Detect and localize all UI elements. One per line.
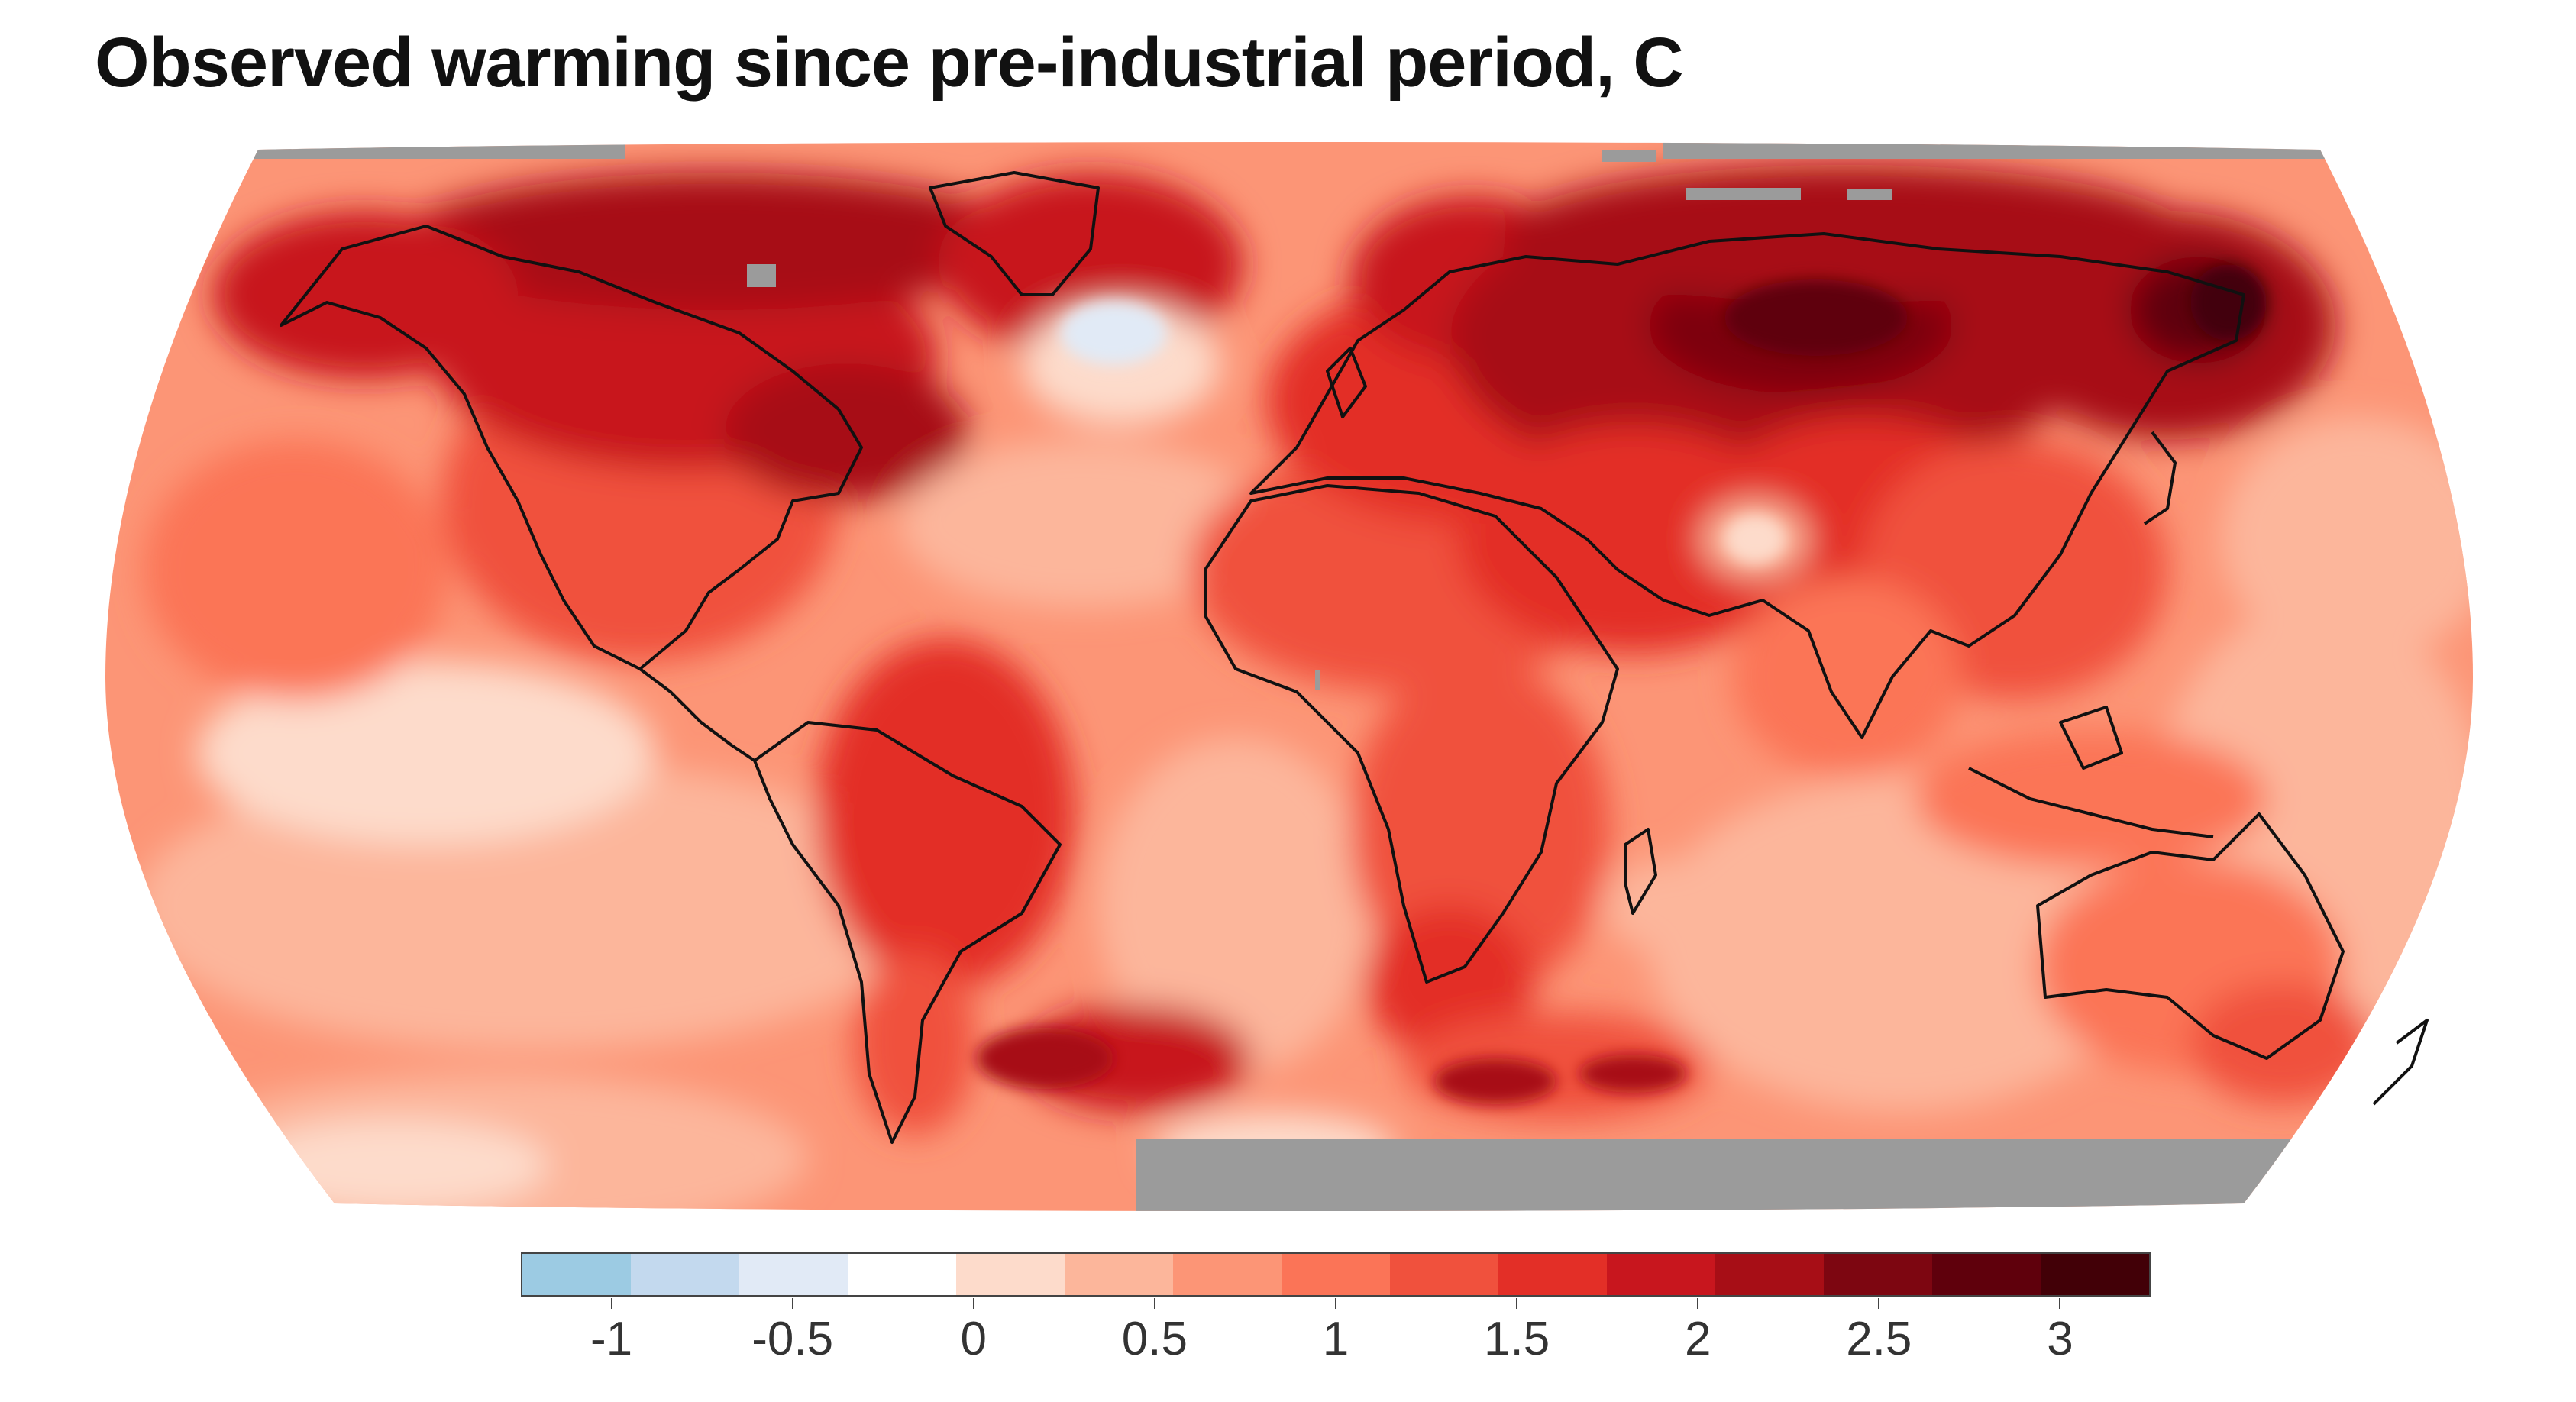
colorbar-swatch (2041, 1254, 2149, 1295)
patch-pacific-west (144, 440, 449, 699)
patch-india (1732, 577, 1961, 776)
hotspot-southern-mid (1434, 1058, 1556, 1104)
hotspot-chukotka (2190, 264, 2267, 341)
colorbar-tick (1335, 1298, 1336, 1309)
coastlines (280, 171, 2429, 1144)
colorbar-swatch (631, 1254, 739, 1295)
patch-patagonia (854, 951, 976, 1135)
colorbar-tick (2059, 1298, 2061, 1309)
colorbar-swatch (1932, 1254, 2041, 1295)
colorbar-tick (791, 1298, 793, 1309)
hotspot-atlantic-sw (976, 1028, 1113, 1089)
warming-field (105, 142, 2473, 1211)
coast-africa (1204, 484, 1619, 984)
patch-pacific-center (197, 661, 655, 845)
coast-eurasia (1249, 232, 2245, 739)
missing-hudson-island (747, 264, 776, 287)
coast-central-america (638, 667, 756, 762)
patch-australia-warm (2190, 982, 2374, 1104)
colorbar-swatch (1390, 1254, 1498, 1295)
patch-alaska (212, 211, 518, 379)
colorbar-tick (1153, 1298, 1155, 1309)
colorbar-swatch (1824, 1254, 1932, 1295)
colorbar-tick (610, 1298, 612, 1309)
colorbar-tick-label: 0.5 (1121, 1313, 1188, 1365)
colorbar-swatch (522, 1254, 631, 1295)
colorbar-tick-label: 2 (1684, 1313, 1711, 1365)
colorbar-swatch (1498, 1254, 1607, 1295)
map-title: Observed warming since pre-industrial pe… (95, 24, 1684, 102)
patch-atlantic-s (1098, 738, 1373, 1074)
warming-map (105, 142, 2473, 1211)
patch-south-america (816, 638, 1075, 990)
patch-hudson (724, 363, 968, 501)
coast-madagascar (1624, 828, 1657, 915)
coast-japan (2143, 431, 2177, 525)
patch-arctic-russia (1503, 165, 2190, 302)
patch-east-pacific-n (2221, 417, 2473, 661)
hotspot-siberia (1724, 279, 1908, 356)
colorbar-tick-label: 1 (1322, 1313, 1349, 1365)
colorbar-tick (1878, 1298, 1880, 1309)
colorbar-tick (1516, 1298, 1518, 1309)
missing-arctic-west (105, 142, 625, 159)
colorbar-swatch (1607, 1254, 1715, 1295)
coast-uk (1326, 347, 1367, 418)
missing-arctic-isle-2 (1847, 189, 1892, 200)
coast-south-america (753, 721, 1062, 1144)
coast-australia (2036, 812, 2345, 1060)
colorbar-tick-label: 2.5 (1846, 1313, 1912, 1365)
missing-antarctica (1136, 1139, 2473, 1211)
colorbar-tick (1697, 1298, 1699, 1309)
colorbar-tick-label: 1.5 (1484, 1313, 1550, 1365)
hotspot-greenland-cool (1060, 301, 1167, 365)
colorbar-swatch (848, 1254, 956, 1295)
colorbar-swatch (739, 1254, 848, 1295)
coast-greenland (929, 171, 1100, 296)
patch-madagascar-ocean (1602, 860, 1724, 951)
colorbar-tick-label: 3 (2047, 1313, 2073, 1365)
colorbar-tick-label: -0.5 (751, 1313, 834, 1365)
coast-indonesia (1968, 767, 2214, 838)
missing-lake-victoria (1315, 670, 1320, 690)
colorbar-swatch (1715, 1254, 1824, 1295)
colorbar-swatch (1173, 1254, 1282, 1295)
patch-south-atlantic-warm (1022, 1005, 1251, 1112)
missing-arctic-isle (1686, 188, 1801, 200)
missing-arctic-east (1663, 142, 2473, 159)
coast-borneo (2059, 706, 2123, 770)
colorbar-tick-label: -1 (590, 1313, 633, 1365)
colorbar-swatch (1282, 1254, 1390, 1295)
hotspot-tibet-cool (1724, 515, 1786, 564)
colorbar-tick-label: 0 (960, 1313, 987, 1365)
patch-indonesia (1915, 730, 2267, 867)
coast-north-america (280, 225, 863, 670)
hotspot-southern-east (1579, 1055, 1686, 1093)
patch-arctic-canada (396, 173, 1037, 310)
missing-arctic-wedge (1602, 150, 1656, 162)
colorbar-swatch (1065, 1254, 1173, 1295)
colorbar (521, 1252, 2151, 1297)
hotspots (976, 264, 2267, 1104)
colorbar-tick (972, 1298, 974, 1309)
colorbar-swatch (956, 1254, 1065, 1295)
coast-new-zealand (2372, 1019, 2429, 1106)
patch-north-atlantic-mid (900, 440, 1266, 608)
patch-southern-pale (243, 1119, 548, 1211)
